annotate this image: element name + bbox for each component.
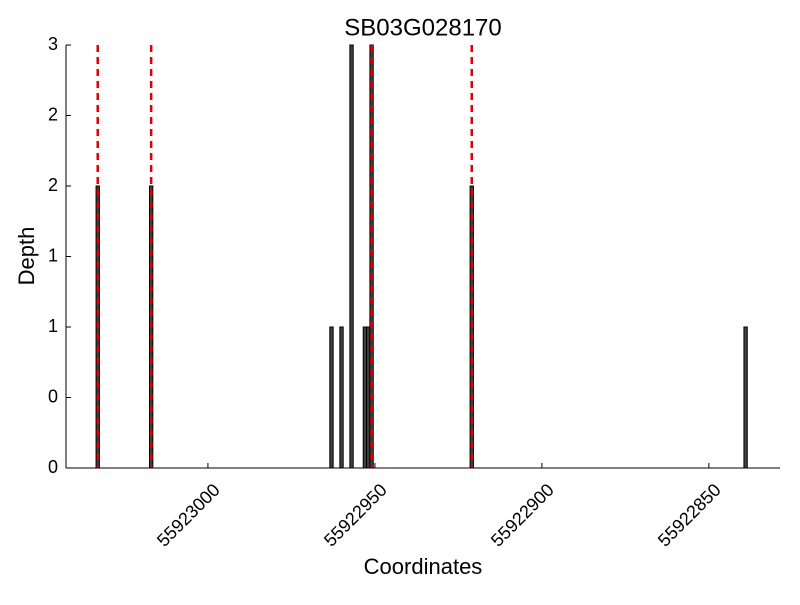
x-axis-label: Coordinates bbox=[364, 554, 483, 579]
y-tick-label: 1 bbox=[48, 316, 58, 336]
bar bbox=[362, 326, 368, 469]
x-tick-label: 55922950 bbox=[320, 480, 391, 551]
y-tick-label: 2 bbox=[48, 104, 58, 124]
y-tick-label: 3 bbox=[48, 34, 58, 54]
bar bbox=[329, 326, 334, 469]
x-tick-label: 55923000 bbox=[153, 480, 224, 551]
y-tick-label: 2 bbox=[48, 175, 58, 195]
x-tick-label: 55922900 bbox=[487, 480, 558, 551]
bar bbox=[339, 326, 344, 469]
y-tick-label: 0 bbox=[48, 386, 58, 406]
chart-title: SB03G028170 bbox=[344, 14, 501, 41]
x-tick-label: 55922850 bbox=[654, 480, 725, 551]
y-axis-label: Depth bbox=[14, 227, 39, 286]
bar bbox=[349, 44, 354, 469]
y-tick-label: 0 bbox=[48, 457, 58, 477]
y-tick-label: 1 bbox=[48, 245, 58, 265]
bar bbox=[366, 326, 371, 469]
bar bbox=[743, 326, 748, 469]
